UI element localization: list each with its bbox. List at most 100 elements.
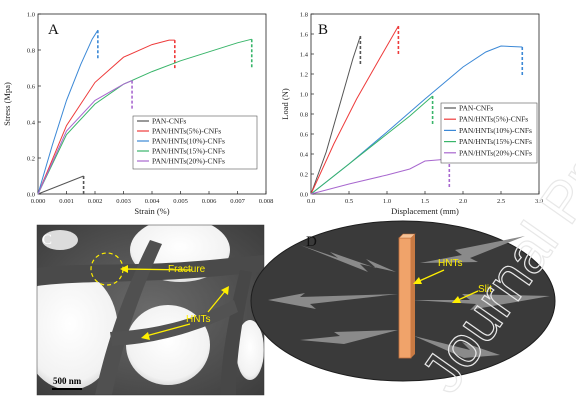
chart-a-legend-label: PAN/HNTs(15%)-CNFs [152, 147, 225, 156]
chart-b: B 0.0 0.5 1.0 1.5 2.0 2.5 3.0 0.0 0.2 0.4 0.6 0.8 1.… [280, 11, 543, 216]
chart-b-xtick-label: 1.5 [421, 198, 429, 205]
watermark: Journal Pre-proof [409, 0, 576, 404]
panel-d-hnts-label: HNTs [438, 258, 462, 269]
chart-b-legend-label: PAN/HNTs(5%)-CNFs [459, 115, 528, 124]
chart-a-ytick-label: 0.8 [27, 47, 35, 54]
panel-d-schematic: D HNTs Slit [250, 220, 556, 382]
chart-a-legend-label: PAN-CNFs [152, 117, 186, 126]
fracture-arrowhead [120, 265, 128, 273]
chart-b-xtick-label: 0.5 [345, 198, 353, 205]
chart-a-series-line [37, 39, 175, 195]
chart-a-ticks: 0.000 0.001 0.002 0.003 0.004 0.005 0.006 0.007… [27, 11, 273, 205]
grid-hole [42, 230, 78, 250]
panel-d-letter: D [306, 234, 317, 250]
chart-a-xtick-label: 0.008 [259, 198, 274, 205]
chart-b-xtick-label: 1.0 [383, 198, 391, 205]
chart-a-legend-items: PAN-CNFsPAN/HNTs(5%)-CNFsPAN/HNTs(10%)-C… [137, 117, 225, 166]
slit [420, 236, 525, 263]
chart-a-xtick-label: 0.004 [145, 198, 160, 205]
chart-a-legend: PAN-CNFsPAN/HNTs(5%)-CNFsPAN/HNTs(10%)-C… [132, 115, 258, 170]
chart-b-series-line [310, 95, 433, 195]
slit [414, 336, 500, 358]
hnts-arrowhead-c1 [141, 332, 150, 340]
chart-b-legend-label: PAN/HNTs(10%)-CNFs [459, 126, 532, 135]
chart-b-legend-label: PAN-CNFs [459, 104, 493, 113]
panel-d-hnts-arrow [416, 269, 445, 283]
chart-a-series-line [37, 175, 84, 195]
grid-hole [236, 320, 264, 380]
chart-a-ytick-label: 0.2 [27, 155, 35, 162]
chart-b-ytick-label: 1.6 [300, 31, 309, 38]
hnts-arrow-c2 [207, 289, 227, 313]
chart-b-xtick-label: 3.0 [535, 198, 543, 205]
chart-b-series-line [310, 35, 361, 195]
slit [412, 294, 550, 310]
chart-a-legend-box [132, 115, 258, 170]
hnts-arrow-c1 [145, 323, 191, 337]
chart-a-series-line [37, 29, 99, 195]
slit-arrowhead [452, 296, 461, 303]
chart-a-ylabel: Stress (Mpa) [2, 82, 12, 126]
nanofiber [37, 255, 264, 286]
chart-a-xtick-label: 0.007 [230, 198, 245, 205]
fracture-label: Fracture [168, 264, 206, 275]
chart-b-series [310, 25, 524, 195]
chart-b-ytick-label: 0.6 [300, 131, 309, 138]
chart-b-ylabel: Load (N) [280, 88, 290, 120]
chart-b-ytick-label: 0.0 [300, 191, 308, 198]
chart-a-xtick-label: 0.006 [202, 198, 217, 205]
chart-a-panel-letter: A [48, 22, 59, 38]
chart-b-ticks: 0.0 0.5 1.0 1.5 2.0 2.5 3.0 0.0 0.2 0.4 0.6 0.8 1.0 1… [300, 11, 543, 205]
slit [300, 330, 398, 344]
chart-b-ytick-label: 0.8 [300, 111, 308, 118]
chart-b-ytick-label: 0.4 [300, 151, 309, 158]
hnt-rod-side [411, 234, 415, 358]
chart-b-series-line [310, 158, 450, 195]
chart-a-xtick-label: 0.002 [88, 198, 103, 205]
chart-b-legend-box [440, 102, 538, 164]
chart-a-ytick-label: 1.0 [27, 11, 35, 18]
nanofiber [95, 240, 162, 395]
scale-bar [52, 388, 82, 390]
nanofiber [220, 270, 252, 395]
hnts-arrowhead-c2 [221, 286, 229, 295]
chart-b-ytick-label: 1.2 [300, 71, 308, 78]
slit-arrow [455, 290, 479, 302]
panel-d-hnts-arrowhead [413, 277, 422, 284]
chart-a-xtick-label: 0.000 [31, 198, 46, 205]
grid-hole [37, 270, 118, 390]
chart-b-panel-letter: B [318, 22, 328, 38]
chart-b-ytick-label: 1.8 [300, 11, 308, 18]
panel-c-hnts-label: HNTs [186, 314, 210, 325]
chart-b-ytick-label: 0.2 [300, 171, 308, 178]
chart-b-ytick-label: 1.0 [300, 91, 308, 98]
chart-a-legend-label: PAN/HNTs(5%)-CNFs [152, 127, 221, 136]
slit [300, 245, 396, 272]
panel-c-letter: C [42, 232, 52, 248]
chart-b-xtick-label: 2.0 [459, 198, 467, 205]
nanofiber [110, 300, 238, 346]
chart-b-xtick-label: 0.0 [307, 198, 315, 205]
scale-bar-label: 500 nm [53, 376, 82, 386]
chart-b-xlabel: Displacement (mm) [391, 206, 459, 216]
chart-a-xlabel: Strain (%) [134, 206, 169, 216]
chart-a-series-line [37, 38, 252, 195]
chart-a-legend-label: PAN/HNTs(20%)-CNFs [152, 157, 225, 166]
chart-a-series [37, 29, 253, 195]
chart-a-ytick-label: 0.0 [27, 191, 35, 198]
chart-a-ytick-label: 0.4 [27, 119, 36, 126]
chart-b-series-line [310, 25, 399, 195]
slit [268, 293, 398, 309]
chart-a-xtick-label: 0.005 [173, 198, 188, 205]
slit-label: Slit [478, 284, 492, 295]
chart-b-ytick-label: 1.4 [300, 51, 309, 58]
chart-a-legend-label: PAN/HNTs(10%)-CNFs [152, 137, 225, 146]
chart-b-legend-items: PAN-CNFs PAN/HNTs(5%)-CNFs PAN/HNTs(10%)-C… [444, 104, 532, 157]
chart-b-legend-label: PAN/HNTs(15%)-CNFs [459, 137, 532, 146]
fracture-arrow [123, 268, 193, 271]
chart-b-xtick-label: 2.5 [497, 198, 505, 205]
chart-a: A 0.000 0.001 0.002 0.003 0.004 0.005 0.006 0.0… [2, 11, 273, 216]
panel-c-tem-image: C Fracture HNTs 500 nm [36, 224, 265, 396]
chart-a-xtick-label: 0.003 [116, 198, 131, 205]
